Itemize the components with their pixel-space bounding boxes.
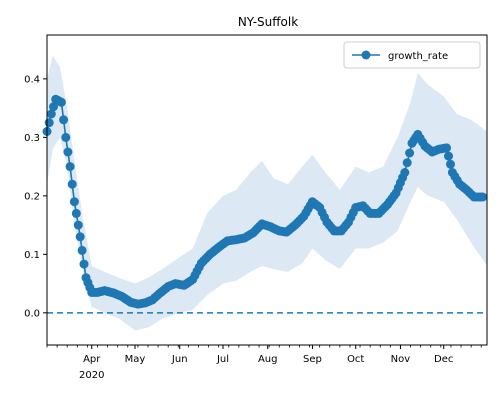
data-point: [79, 259, 89, 269]
uncertainty-band-layer: [47, 55, 487, 331]
data-point: [75, 232, 85, 242]
data-point: [59, 115, 69, 125]
data-point: [446, 159, 455, 169]
data-point: [402, 158, 412, 168]
x-tick-label: Apr: [83, 354, 101, 365]
data-point: [56, 97, 66, 107]
data-point: [44, 118, 54, 128]
x-tick-label: Jun: [171, 354, 188, 365]
series-points-layer: [42, 94, 488, 309]
chart-title: NY-Suffolk: [238, 15, 298, 29]
data-point: [444, 151, 453, 161]
y-tick-label: 0.1: [24, 250, 40, 261]
x-tick-label: May: [125, 354, 146, 365]
data-point: [46, 109, 56, 119]
data-point: [71, 208, 81, 218]
x-tick-label: Aug: [258, 354, 278, 365]
data-point: [400, 168, 410, 177]
y-tick-label: 0.4: [24, 74, 40, 85]
legend: growth_rate: [343, 41, 481, 69]
x-tick-label: Nov: [391, 354, 411, 365]
y-tick-label: 0.3: [24, 133, 40, 144]
uncertainty-band: [47, 55, 487, 331]
x-year-label: 2020: [79, 370, 104, 381]
data-point: [77, 245, 87, 255]
data-point: [478, 192, 488, 202]
axes: 0.0 0.1 0.2 0.3 0.4 Apr May Jun Jul Aug Sep Oct Nov D…: [24, 34, 488, 381]
x-tick-label: Dec: [434, 354, 453, 365]
x-tick-label: Oct: [347, 354, 364, 365]
data-point: [69, 197, 79, 207]
y-tick-label: 0.0: [24, 308, 40, 319]
y-tick-label: 0.2: [24, 191, 40, 202]
data-point: [49, 102, 58, 112]
data-point: [405, 148, 415, 158]
plot-frame: [46, 34, 488, 346]
x-tick-label: Jul: [216, 354, 229, 365]
legend-marker: [361, 50, 371, 60]
data-point: [63, 147, 73, 157]
legend-box: [343, 41, 481, 69]
data-point: [73, 220, 83, 230]
x-tick-label: Sep: [303, 354, 322, 365]
data-point: [442, 143, 452, 153]
data-point: [67, 179, 77, 189]
data-point: [65, 162, 75, 172]
legend-label: growth_rate: [388, 51, 448, 62]
data-point: [61, 132, 71, 142]
